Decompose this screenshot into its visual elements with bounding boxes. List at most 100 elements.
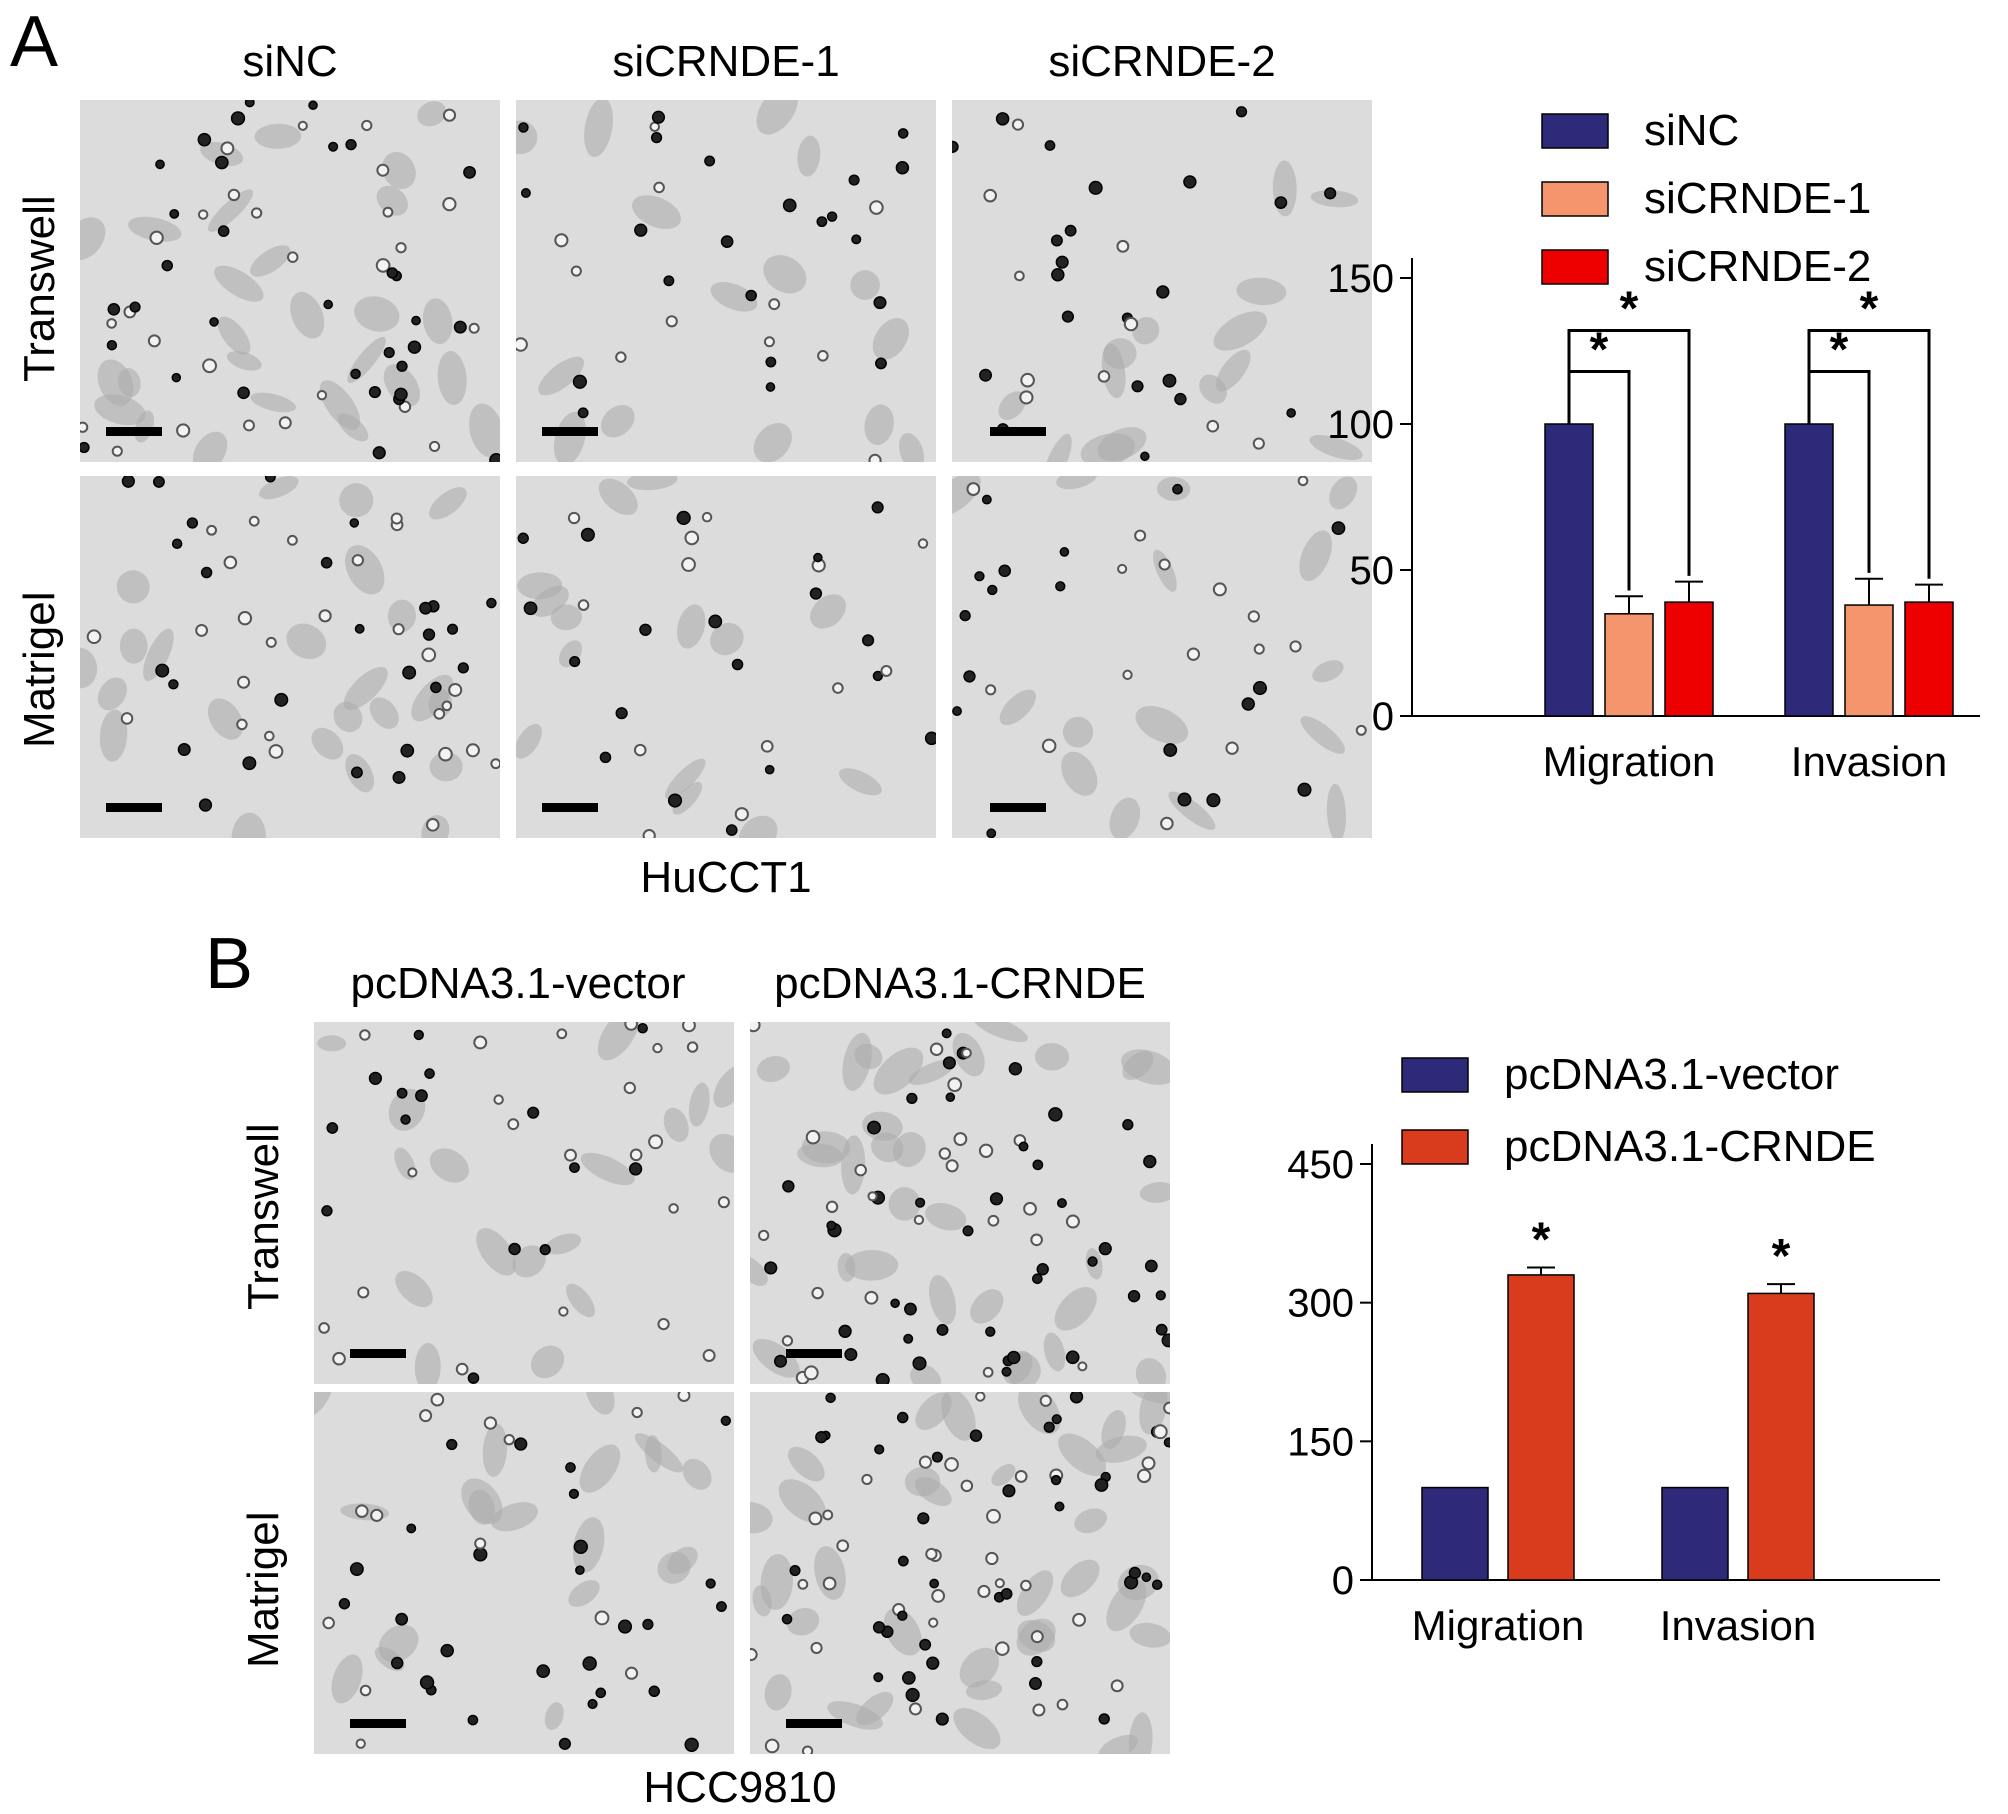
membrane-pore <box>468 322 480 334</box>
membrane-pore <box>895 160 910 175</box>
membrane-pore <box>107 302 121 316</box>
cell-body <box>394 1147 416 1180</box>
cell-body <box>864 404 894 445</box>
scale-bar <box>106 803 162 812</box>
membrane-pore <box>106 318 117 329</box>
cell-body <box>972 1022 1028 1043</box>
cell-body <box>1109 797 1141 838</box>
cell-body <box>259 476 299 500</box>
membrane-pore <box>1186 647 1201 661</box>
membrane-pore <box>197 209 209 220</box>
membrane-pore <box>1050 1474 1062 1486</box>
bar <box>1784 423 1834 717</box>
membrane-pore <box>354 623 365 634</box>
panel-a-col-sicrnde-1: siCRNDE-1 <box>612 37 840 86</box>
membrane-pore <box>564 1148 577 1162</box>
membrane-pore <box>1032 1273 1043 1285</box>
cell-body <box>429 1148 470 1183</box>
membrane-pore <box>681 557 696 572</box>
membrane-pore <box>539 1244 551 1256</box>
membrane-pore <box>667 793 683 808</box>
membrane-pore <box>161 259 173 272</box>
panel-a-row-transwell: Transwell <box>15 195 64 382</box>
cell-body <box>778 1479 826 1523</box>
cell-body <box>339 483 374 518</box>
membrane-pore <box>442 108 457 122</box>
membrane-pore <box>493 1094 504 1105</box>
membrane-pore <box>558 1306 569 1317</box>
membrane-pore <box>801 1745 814 1754</box>
panel-b-cell-line: HCC9810 <box>643 1763 837 1812</box>
membrane-pore <box>731 658 744 671</box>
membrane-pore <box>244 100 255 108</box>
cell-body <box>461 1478 503 1525</box>
cell-body <box>763 255 807 294</box>
membrane-pore <box>424 1068 435 1079</box>
membrane-pore <box>507 1118 520 1131</box>
membrane-pore <box>634 223 648 237</box>
cell-body <box>1132 316 1160 345</box>
micrograph-a-transwell-sinc <box>80 100 500 462</box>
membrane-pore <box>1286 408 1296 418</box>
membrane-pore <box>474 1537 487 1550</box>
membrane-pore <box>467 1372 480 1384</box>
membrane-pore <box>1252 437 1265 450</box>
membrane-pore <box>80 421 89 433</box>
membrane-pore <box>558 1737 571 1750</box>
membrane-pore <box>764 1261 778 1275</box>
membrane-pore <box>572 374 587 389</box>
membrane-pore <box>372 446 386 460</box>
membrane-pore <box>1069 1392 1084 1404</box>
membrane-pore <box>1054 1501 1065 1512</box>
cell-body <box>760 1553 794 1611</box>
panel-a-col-sinc: siNC <box>242 37 338 86</box>
membrane-pore <box>1002 1484 1016 1498</box>
cell-body <box>842 1032 872 1091</box>
membrane-pore <box>599 751 612 764</box>
membrane-pore <box>149 230 164 245</box>
membrane-pore <box>720 235 734 248</box>
cell-body <box>333 701 363 733</box>
membrane-pore <box>1206 419 1220 433</box>
cell-body <box>991 1463 1016 1487</box>
membrane-pore <box>953 1132 968 1146</box>
membrane-pore <box>1172 483 1183 495</box>
membrane-pore <box>1174 392 1187 406</box>
membrane-pore <box>854 1163 867 1177</box>
membrane-pore <box>904 1302 917 1316</box>
membrane-pore <box>903 1333 914 1344</box>
membrane-pore <box>896 1411 909 1424</box>
membrane-pore <box>629 1148 643 1162</box>
membrane-pore <box>869 200 884 215</box>
membrane-pore <box>665 315 678 328</box>
cell-body <box>1095 1435 1147 1463</box>
membrane-pore <box>924 731 936 746</box>
membrane-pore <box>861 634 875 647</box>
membrane-pore <box>919 1638 932 1651</box>
membrane-pore <box>1247 610 1260 623</box>
membrane-pore <box>875 357 887 370</box>
membrane-pore <box>350 766 363 779</box>
membrane-pore <box>396 1087 408 1099</box>
membrane-pore <box>594 1610 610 1626</box>
membrane-pore <box>350 368 361 380</box>
membrane-pore <box>186 517 199 529</box>
membrane-pore <box>411 315 421 326</box>
membrane-pore <box>1019 390 1034 405</box>
membrane-pore <box>248 515 260 527</box>
cell-body <box>850 270 880 300</box>
membrane-pore <box>704 155 716 167</box>
membrane-pore <box>781 1613 793 1625</box>
membrane-pore <box>651 110 666 124</box>
membrane-pore <box>969 1429 983 1442</box>
membrane-pore <box>1253 643 1265 655</box>
membrane-pore <box>419 1675 435 1690</box>
cell-body <box>1300 716 1345 754</box>
membrane-pore <box>963 670 976 683</box>
membrane-pore <box>817 350 829 362</box>
cell-body <box>634 1433 684 1473</box>
cell-body <box>1129 1622 1170 1648</box>
membrane-pore <box>80 441 90 454</box>
membrane-pore <box>987 584 998 596</box>
panel-b-row-matrigel: Matrigel <box>239 1511 288 1669</box>
